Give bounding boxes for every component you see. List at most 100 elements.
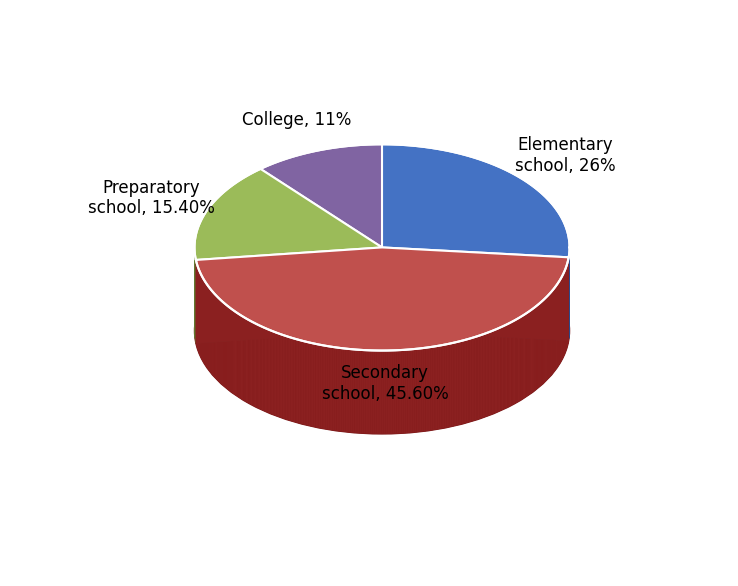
Polygon shape	[389, 350, 391, 434]
Polygon shape	[277, 333, 278, 417]
Polygon shape	[439, 345, 441, 429]
Polygon shape	[429, 347, 430, 431]
Polygon shape	[356, 350, 358, 433]
Polygon shape	[483, 334, 484, 418]
Polygon shape	[340, 348, 342, 431]
Polygon shape	[353, 349, 354, 433]
Polygon shape	[444, 345, 446, 428]
Polygon shape	[269, 330, 270, 414]
Polygon shape	[443, 345, 444, 428]
Polygon shape	[329, 346, 331, 430]
Polygon shape	[518, 318, 519, 402]
Polygon shape	[210, 289, 211, 373]
Polygon shape	[387, 350, 389, 434]
Polygon shape	[401, 350, 404, 433]
Polygon shape	[520, 316, 522, 400]
Polygon shape	[537, 304, 538, 389]
Polygon shape	[525, 314, 526, 397]
Polygon shape	[418, 349, 420, 432]
Polygon shape	[511, 321, 513, 406]
Polygon shape	[553, 289, 554, 374]
Polygon shape	[358, 350, 359, 433]
Polygon shape	[266, 329, 267, 413]
Polygon shape	[252, 322, 254, 406]
Polygon shape	[405, 350, 407, 433]
Polygon shape	[449, 343, 452, 427]
Polygon shape	[195, 169, 382, 260]
Polygon shape	[319, 345, 320, 428]
Text: Preparatory
school, 15.40%: Preparatory school, 15.40%	[88, 179, 215, 217]
Polygon shape	[446, 344, 448, 428]
Polygon shape	[249, 321, 251, 404]
Polygon shape	[463, 340, 465, 424]
Polygon shape	[523, 315, 524, 399]
Polygon shape	[261, 326, 262, 410]
Polygon shape	[399, 350, 400, 434]
Polygon shape	[283, 335, 284, 419]
Polygon shape	[415, 349, 416, 432]
Polygon shape	[246, 318, 247, 403]
Polygon shape	[532, 308, 533, 393]
Polygon shape	[535, 306, 537, 390]
Polygon shape	[452, 343, 453, 427]
Polygon shape	[367, 350, 369, 434]
Polygon shape	[441, 345, 443, 428]
Polygon shape	[213, 292, 214, 377]
Polygon shape	[549, 293, 551, 377]
Polygon shape	[308, 342, 310, 426]
Polygon shape	[413, 349, 415, 432]
Polygon shape	[513, 321, 514, 405]
Polygon shape	[382, 247, 569, 340]
Polygon shape	[551, 291, 552, 376]
Polygon shape	[503, 325, 505, 410]
Polygon shape	[526, 312, 528, 397]
Polygon shape	[420, 348, 421, 432]
Polygon shape	[280, 334, 281, 418]
Polygon shape	[533, 308, 534, 392]
Polygon shape	[306, 342, 307, 425]
Polygon shape	[472, 338, 473, 421]
Polygon shape	[314, 343, 315, 427]
Polygon shape	[430, 347, 432, 430]
Text: Secondary
school, 45.60%: Secondary school, 45.60%	[322, 364, 449, 403]
Polygon shape	[489, 332, 490, 415]
Polygon shape	[541, 301, 542, 385]
Polygon shape	[519, 317, 520, 401]
Polygon shape	[484, 333, 486, 417]
Polygon shape	[238, 314, 240, 398]
Polygon shape	[473, 337, 475, 421]
Polygon shape	[385, 350, 387, 434]
Polygon shape	[400, 350, 401, 434]
Polygon shape	[196, 247, 569, 350]
Polygon shape	[325, 346, 328, 430]
Polygon shape	[544, 298, 545, 383]
Polygon shape	[522, 316, 523, 400]
Polygon shape	[393, 350, 395, 434]
Polygon shape	[499, 328, 500, 411]
Polygon shape	[517, 319, 518, 403]
Polygon shape	[236, 312, 238, 396]
Polygon shape	[291, 338, 292, 421]
Polygon shape	[331, 347, 333, 430]
Polygon shape	[196, 247, 382, 343]
Polygon shape	[424, 347, 425, 431]
Polygon shape	[234, 311, 235, 395]
Polygon shape	[342, 348, 343, 432]
Polygon shape	[374, 350, 376, 434]
Polygon shape	[470, 338, 472, 422]
Polygon shape	[534, 307, 535, 391]
Polygon shape	[500, 327, 502, 411]
Polygon shape	[281, 334, 283, 418]
Polygon shape	[254, 322, 255, 407]
Polygon shape	[272, 331, 273, 415]
Polygon shape	[492, 331, 493, 414]
Polygon shape	[466, 339, 468, 423]
Polygon shape	[490, 331, 492, 415]
Polygon shape	[258, 325, 259, 408]
Polygon shape	[494, 329, 496, 413]
Polygon shape	[543, 299, 544, 383]
Polygon shape	[303, 341, 306, 425]
Polygon shape	[396, 350, 399, 434]
Polygon shape	[510, 322, 511, 406]
Polygon shape	[539, 303, 540, 387]
